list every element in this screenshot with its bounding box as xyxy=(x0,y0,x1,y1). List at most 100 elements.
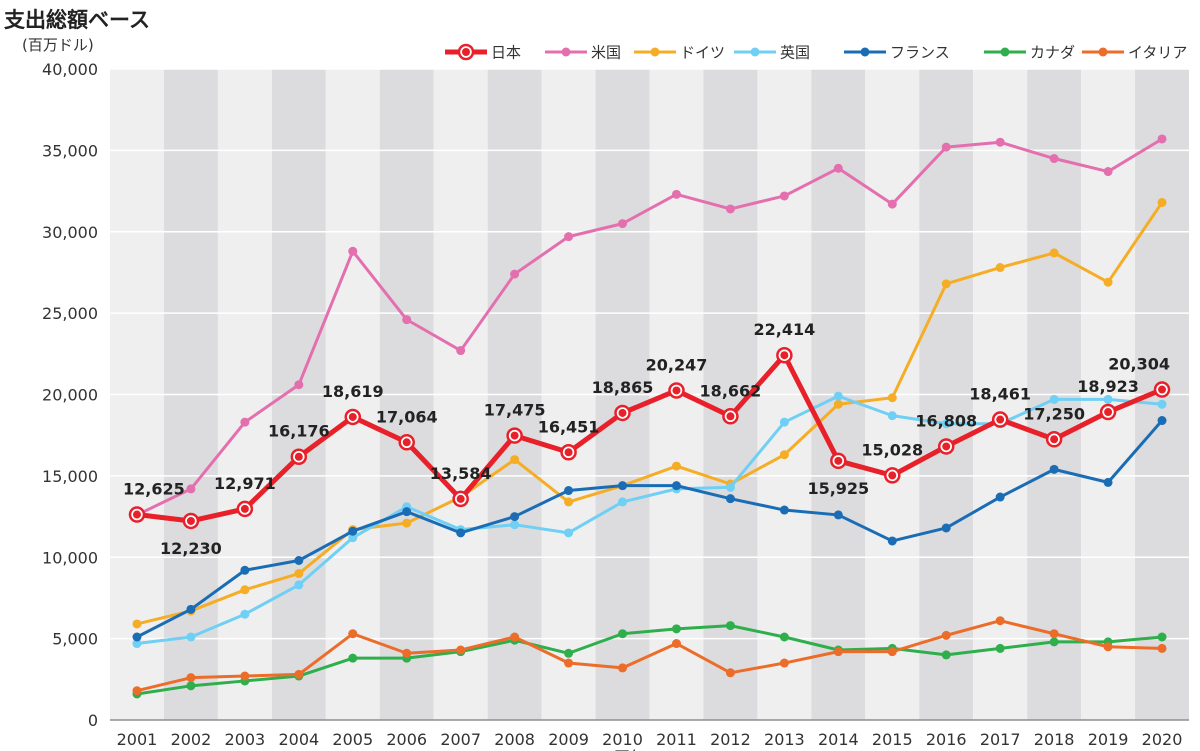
data-point xyxy=(779,505,789,515)
data-label-japan: 22,414 xyxy=(754,320,816,339)
legend-label: 英国 xyxy=(780,44,810,62)
data-point xyxy=(833,399,843,409)
data-point xyxy=(995,643,1005,653)
series-line-6 xyxy=(136,619,1163,693)
data-point xyxy=(402,315,412,325)
legend-label: フランス xyxy=(890,44,950,62)
data-label-japan: 16,176 xyxy=(268,422,330,441)
data-labels: 12,625 12,230 12,971 16,176 18,619 17,064 13,5… xyxy=(123,320,1170,558)
x-tick-label: 2005 xyxy=(332,730,373,749)
data-point xyxy=(402,507,412,517)
data-point xyxy=(887,199,897,209)
y-tick-label: 35,000 xyxy=(42,141,98,160)
data-point xyxy=(564,497,574,507)
data-point xyxy=(833,647,843,657)
legend-label: ドイツ xyxy=(680,44,725,62)
data-point xyxy=(1103,477,1113,487)
data-point-core xyxy=(1050,435,1059,444)
data-label-japan: 17,250 xyxy=(1023,404,1085,423)
data-point xyxy=(186,632,196,642)
data-point xyxy=(941,650,951,660)
x-tick-label: 2015 xyxy=(872,730,913,749)
data-point xyxy=(887,647,897,657)
data-point xyxy=(833,391,843,401)
chart-title: 支出総額ベース xyxy=(4,8,150,32)
data-point xyxy=(510,455,520,465)
x-axis-title: (暦年) xyxy=(607,748,652,751)
data-point xyxy=(240,417,250,427)
y-tick-label: 10,000 xyxy=(42,548,98,567)
y-tick-label: 30,000 xyxy=(42,223,98,242)
data-point xyxy=(779,658,789,668)
data-label-japan: 16,808 xyxy=(915,411,977,430)
x-tick-label: 2003 xyxy=(225,730,266,749)
legend-item: 日本 xyxy=(445,44,521,62)
legend-marker xyxy=(860,47,870,57)
data-point xyxy=(618,497,628,507)
data-point xyxy=(887,536,897,546)
x-tick-label: 2016 xyxy=(926,730,967,749)
data-point xyxy=(564,486,574,496)
data-point xyxy=(941,142,951,152)
y-tick-label: 0 xyxy=(88,711,98,730)
legend-marker xyxy=(1098,47,1108,57)
legend-label: カナダ xyxy=(1030,44,1075,62)
x-tick-label: 2014 xyxy=(818,730,859,749)
data-label-japan: 18,923 xyxy=(1077,377,1139,396)
data-point xyxy=(348,246,358,256)
data-point xyxy=(402,648,412,658)
x-tick-label: 2011 xyxy=(656,730,697,749)
data-point xyxy=(186,484,196,494)
x-tick-label: 2002 xyxy=(171,730,212,749)
data-point xyxy=(833,510,843,520)
data-label-japan: 12,230 xyxy=(160,539,222,558)
data-point xyxy=(294,380,304,390)
data-point-core xyxy=(618,408,627,417)
x-tick-label: 2018 xyxy=(1034,730,1075,749)
data-point xyxy=(456,346,466,356)
legend-item: イタリア xyxy=(1082,44,1187,62)
data-point xyxy=(618,481,628,491)
data-point xyxy=(833,163,843,173)
data-point xyxy=(671,481,681,491)
legend-marker xyxy=(750,47,760,57)
series-line-2 xyxy=(136,201,1164,626)
data-point xyxy=(240,609,250,619)
y-tick-label: 15,000 xyxy=(42,467,98,486)
data-label-japan: 15,028 xyxy=(861,440,923,459)
y-unit-label: (百万ドル) xyxy=(22,36,94,54)
x-tick-label: 2020 xyxy=(1142,730,1183,749)
data-point xyxy=(240,565,250,575)
series-line-0 xyxy=(136,352,1163,524)
data-point xyxy=(887,411,897,421)
data-point xyxy=(671,639,681,649)
data-point xyxy=(456,528,466,538)
data-label-japan: 18,619 xyxy=(322,382,384,401)
data-point xyxy=(1103,642,1113,652)
data-point xyxy=(1157,643,1167,653)
legend-marker xyxy=(1000,47,1010,57)
data-point xyxy=(132,619,142,629)
legend-label: 米国 xyxy=(591,44,621,62)
data-point xyxy=(456,645,466,655)
x-tick-label: 2017 xyxy=(980,730,1021,749)
data-point xyxy=(1049,248,1059,258)
data-point-core xyxy=(240,504,249,513)
data-point xyxy=(294,569,304,579)
data-point xyxy=(186,681,196,691)
data-point xyxy=(995,616,1005,626)
legend-item: 米国 xyxy=(545,44,621,62)
data-point xyxy=(294,580,304,590)
data-point xyxy=(725,494,735,504)
data-point xyxy=(995,137,1005,147)
data-point-core xyxy=(132,510,141,519)
axis-group: 0 5,000 10,000 15,000 20,000 25,000 30,000 35,0… xyxy=(42,60,1189,751)
data-point xyxy=(1049,394,1059,404)
data-point xyxy=(564,658,574,668)
data-point xyxy=(1049,637,1059,647)
data-label-japan: 15,925 xyxy=(807,479,869,498)
data-point xyxy=(995,492,1005,502)
data-label-japan: 18,662 xyxy=(700,381,762,400)
data-label-japan: 12,625 xyxy=(123,480,185,499)
data-point xyxy=(348,653,358,663)
